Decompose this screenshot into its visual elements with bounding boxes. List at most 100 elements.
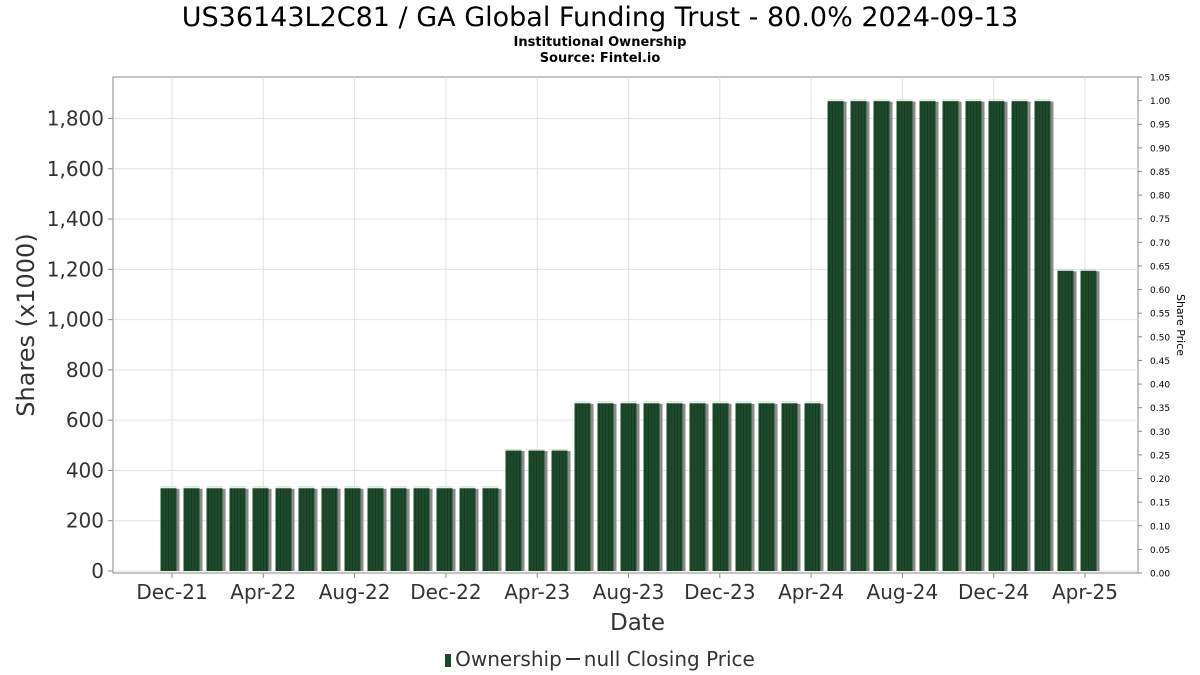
chart-subtitle: Institutional Ownership: [513, 35, 687, 50]
ownership-bar-top: [1034, 99, 1051, 102]
price-legend-line: [565, 658, 580, 660]
chart-legend: Ownership null Closing Price: [0, 647, 1200, 671]
ownership-legend-label: Ownership: [455, 647, 562, 671]
y-tick-label: 0: [91, 559, 104, 583]
ownership-bar-top: [275, 486, 292, 489]
y2-tick-label: 0.15: [1150, 499, 1170, 509]
x-tick-label: Apr-23: [504, 580, 570, 604]
ownership-bar-top: [367, 486, 384, 489]
ownership-bar-top: [390, 486, 407, 489]
x-tick-label: Dec-21: [136, 580, 207, 604]
y-tick-label: 400: [66, 458, 104, 482]
x-tick-label: Aug-22: [319, 580, 391, 604]
ownership-bar-top: [827, 99, 844, 102]
ownership-bar: [344, 486, 364, 571]
ownership-bar: [758, 401, 778, 571]
y2-axis-title: Share Price: [1174, 294, 1187, 356]
y2-tick-label: 1.00: [1150, 97, 1170, 107]
y2-tick-label: 0.90: [1150, 144, 1170, 154]
ownership-bar-top: [413, 486, 430, 489]
ownership-bar-top: [574, 401, 591, 404]
x-axis-title: Date: [610, 610, 665, 636]
y2-tick-label: 0.40: [1150, 381, 1170, 391]
ownership-bar: [827, 99, 847, 571]
ownership-bar: [965, 99, 985, 571]
ownership-bar: [942, 99, 962, 571]
ownership-bar-top: [804, 401, 821, 404]
ownership-bar: [620, 401, 640, 571]
ownership-bar-top: [896, 99, 913, 102]
ownership-bar: [275, 486, 295, 571]
y2-tick-label: 0.20: [1150, 475, 1170, 485]
ownership-bar-top: [942, 99, 959, 102]
ownership-bar-top: [781, 401, 798, 404]
ownership-bar-top: [1011, 99, 1028, 102]
y2-tick-label: 0.50: [1150, 333, 1170, 343]
ownership-bar: [505, 449, 525, 571]
ownership-bar-top: [758, 401, 775, 404]
y2-tick-label: 0.55: [1150, 310, 1170, 320]
y2-tick-label: 0.85: [1150, 168, 1170, 178]
ownership-bar: [436, 486, 456, 571]
ownership-bar: [735, 401, 755, 571]
ownership-bar-top: [620, 401, 637, 404]
ownership-bar-top: [551, 449, 568, 451]
ownership-bar-top: [298, 486, 315, 489]
ownership-bar-top: [344, 486, 361, 489]
ownership-bar-top: [712, 401, 729, 404]
y-tick-label: 1,800: [47, 107, 104, 131]
chart-source: Source: Fintel.io: [539, 51, 661, 66]
ownership-bar: [183, 486, 203, 571]
ownership-bar: [919, 99, 939, 571]
chart-title: US36143L2C81 / GA Global Funding Trust -…: [181, 2, 1019, 33]
ownership-bar: [712, 401, 732, 571]
x-tick-label: Dec-24: [958, 580, 1029, 604]
ownership-bar-top: [252, 486, 269, 489]
y2-tick-label: 0.05: [1150, 546, 1170, 556]
y-tick-label: 600: [66, 408, 104, 432]
ownership-bar: [367, 486, 387, 571]
ownership-bar: [643, 401, 663, 571]
ownership-bar-top: [1080, 269, 1097, 271]
ownership-bar: [597, 401, 617, 571]
x-tick-label: Dec-22: [410, 580, 481, 604]
y-tick-label: 1,000: [47, 308, 104, 332]
y-tick-label: 1,600: [47, 157, 104, 181]
x-tick-label: Aug-24: [867, 580, 939, 604]
y2-tick-label: 1.05: [1150, 74, 1170, 84]
y2-tick-label: 0.00: [1150, 570, 1170, 580]
ownership-bar: [781, 401, 801, 571]
ownership-bar: [321, 486, 341, 571]
x-tick-label: Apr-24: [778, 580, 844, 604]
ownership-bar: [988, 99, 1008, 571]
y-tick-label: 800: [66, 358, 104, 382]
ownership-bar-top: [850, 99, 867, 102]
ownership-bar: [896, 99, 916, 571]
ownership-bar: [252, 486, 272, 571]
price-legend-label: null Closing Price: [583, 647, 755, 671]
y-tick-label: 1,400: [47, 207, 104, 231]
y2-tick-label: 0.75: [1150, 215, 1170, 225]
y-tick-label: 1,200: [47, 257, 104, 281]
y2-tick-label: 0.10: [1150, 522, 1170, 532]
x-tick-label: Apr-22: [230, 580, 296, 604]
ownership-bar: [1011, 99, 1031, 571]
x-tick-label: Dec-23: [684, 580, 755, 604]
ownership-legend-swatch: [445, 654, 452, 667]
ownership-bar-top: [919, 99, 936, 102]
y2-tick-label: 0.45: [1150, 357, 1170, 367]
ownership-bar: [1080, 269, 1100, 571]
ownership-bar-top: [988, 99, 1005, 102]
ownership-bar: [666, 401, 686, 571]
ownership-bar-top: [965, 99, 982, 102]
ownership-bar: [850, 99, 870, 571]
ownership-bar: [873, 99, 893, 571]
ownership-bar-top: [735, 401, 752, 404]
y2-tick-label: 0.70: [1150, 239, 1170, 249]
ownership-bar: [528, 449, 548, 571]
ownership-bar-top: [321, 486, 338, 489]
ownership-bar: [1057, 269, 1077, 571]
ownership-bar-top: [597, 401, 614, 404]
ownership-bar-top: [873, 99, 890, 102]
